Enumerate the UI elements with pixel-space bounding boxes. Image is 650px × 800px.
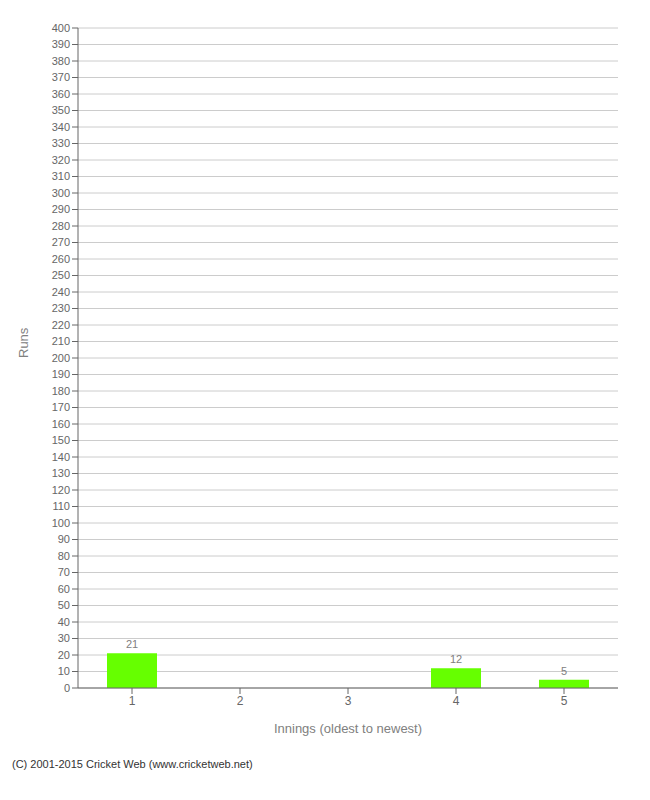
svg-text:230: 230	[52, 302, 70, 314]
svg-text:300: 300	[52, 187, 70, 199]
svg-text:350: 350	[52, 104, 70, 116]
svg-text:1: 1	[129, 694, 136, 708]
svg-text:90: 90	[58, 533, 70, 545]
svg-text:290: 290	[52, 203, 70, 215]
svg-text:310: 310	[52, 170, 70, 182]
svg-text:10: 10	[58, 665, 70, 677]
svg-text:70: 70	[58, 566, 70, 578]
svg-text:4: 4	[453, 694, 460, 708]
svg-text:110: 110	[52, 500, 70, 512]
svg-text:Innings (oldest to newest): Innings (oldest to newest)	[274, 721, 422, 736]
svg-text:340: 340	[52, 121, 70, 133]
svg-text:360: 360	[52, 88, 70, 100]
svg-text:370: 370	[52, 71, 70, 83]
svg-text:60: 60	[58, 583, 70, 595]
svg-text:390: 390	[52, 38, 70, 50]
svg-text:330: 330	[52, 137, 70, 149]
svg-text:50: 50	[58, 599, 70, 611]
svg-text:40: 40	[58, 616, 70, 628]
svg-text:270: 270	[52, 236, 70, 248]
svg-text:30: 30	[58, 632, 70, 644]
svg-text:140: 140	[52, 451, 70, 463]
svg-text:200: 200	[52, 352, 70, 364]
svg-text:160: 160	[52, 418, 70, 430]
svg-text:190: 190	[52, 368, 70, 380]
svg-text:170: 170	[52, 401, 70, 413]
svg-text:100: 100	[52, 517, 70, 529]
svg-text:210: 210	[52, 335, 70, 347]
svg-text:150: 150	[52, 434, 70, 446]
svg-text:12: 12	[450, 653, 462, 665]
svg-text:320: 320	[52, 154, 70, 166]
svg-text:5: 5	[561, 694, 568, 708]
svg-text:21: 21	[126, 638, 138, 650]
svg-text:Runs: Runs	[16, 327, 31, 358]
html-text:(C) 2001-2015 Cricket Web (www: (C) 2001-2015 Cricket Web (www.cricketwe…	[12, 758, 253, 770]
svg-text:130: 130	[52, 467, 70, 479]
svg-text:3: 3	[345, 694, 352, 708]
svg-text:80: 80	[58, 550, 70, 562]
svg-text:250: 250	[52, 269, 70, 281]
svg-text:260: 260	[52, 253, 70, 265]
svg-text:380: 380	[52, 55, 70, 67]
svg-text:2: 2	[237, 694, 244, 708]
svg-text:0: 0	[64, 682, 70, 694]
svg-text:20: 20	[58, 649, 70, 661]
svg-text:180: 180	[52, 385, 70, 397]
svg-text:5: 5	[561, 665, 567, 677]
svg-text:120: 120	[52, 484, 70, 496]
svg-text:280: 280	[52, 220, 70, 232]
svg-text:240: 240	[52, 286, 70, 298]
svg-text:220: 220	[52, 319, 70, 331]
svg-text:400: 400	[52, 22, 70, 34]
